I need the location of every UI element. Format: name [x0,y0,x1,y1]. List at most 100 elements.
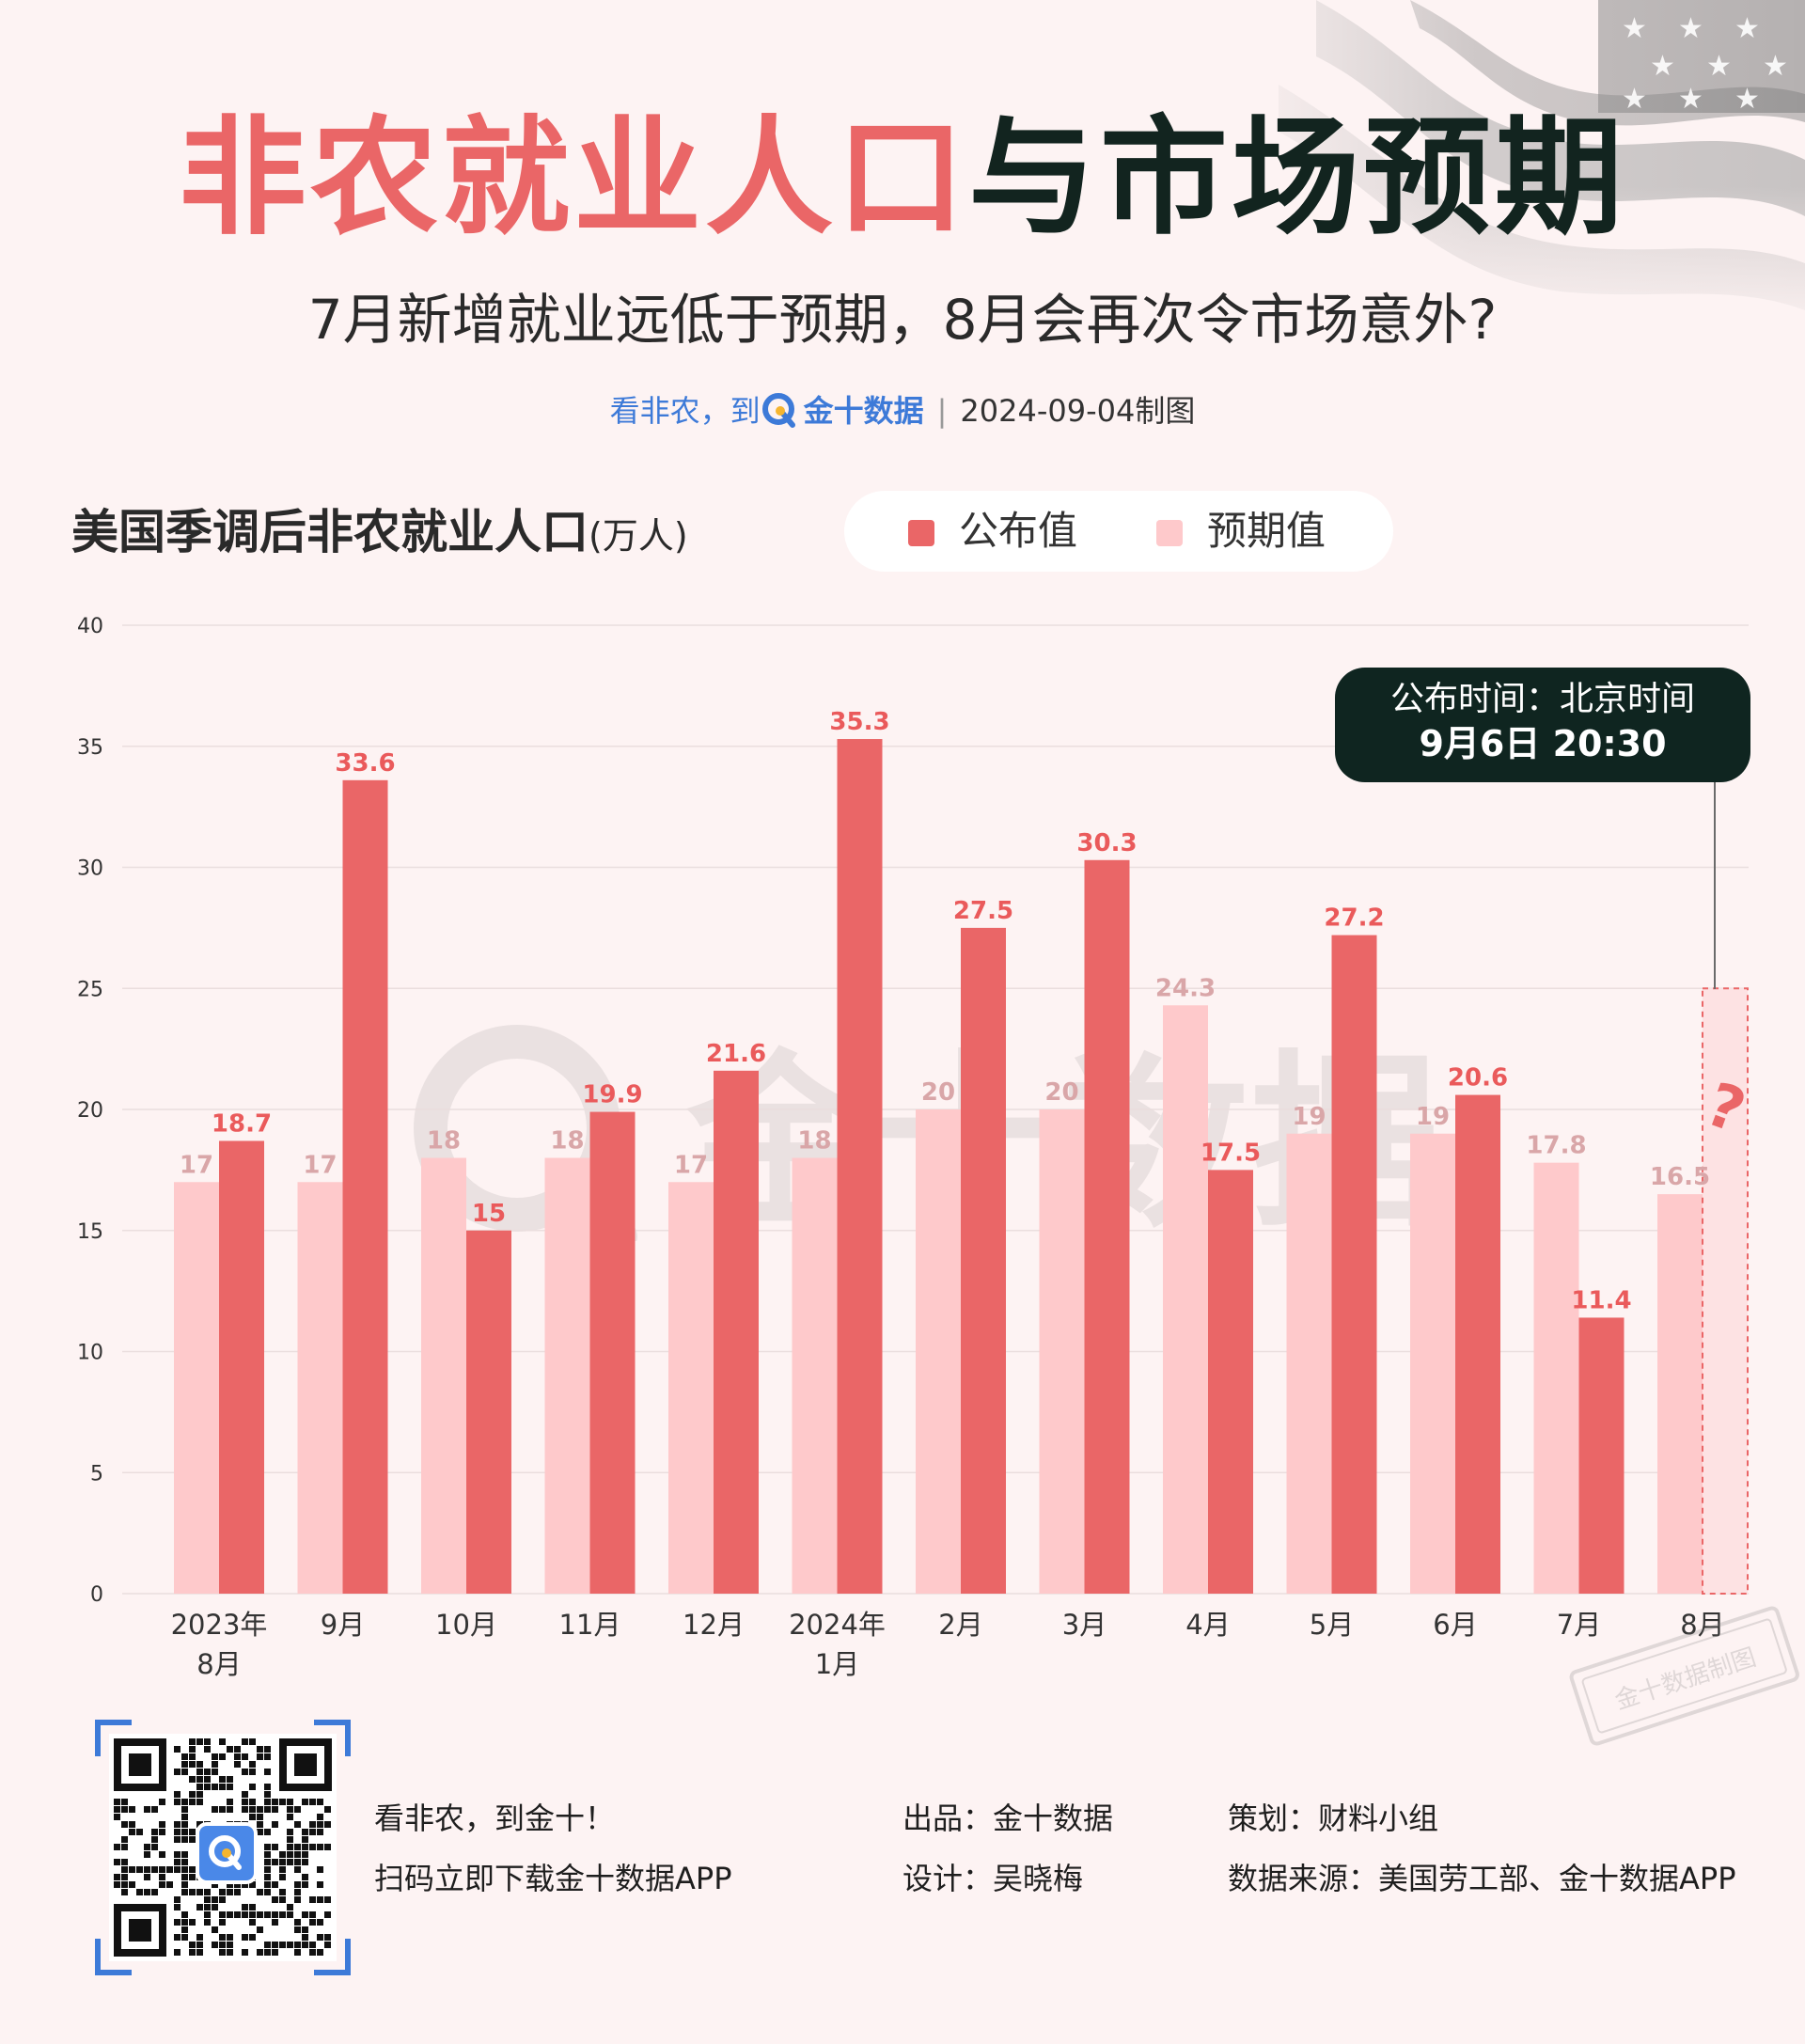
bar-expected [1410,1133,1455,1594]
data-label-actual: 33.6 [335,749,395,778]
bar-actual [219,1140,264,1594]
legend: 公布值 预期值 [844,491,1393,572]
data-label-actual: 11.4 [1571,1286,1631,1314]
data-label-actual: 18.7 [212,1109,272,1138]
data-label-actual: 30.3 [1076,829,1137,857]
legend-item-expected: 预期值 [1156,491,1326,572]
data-label-expected: 24.3 [1155,974,1216,1002]
bar-expected [1533,1162,1579,1594]
bar-actual [961,927,1006,1594]
callout-connector [1714,782,1716,989]
legend-item-actual: 公布值 [908,491,1077,572]
bar-expected [916,1109,961,1594]
bar-expected [1163,1005,1208,1594]
x-tick-label: 2月 [938,1609,982,1641]
data-label-expected: 18 [550,1127,584,1156]
legend-label-expected: 预期值 [1207,508,1326,554]
x-tick-label: 9月 [321,1609,365,1641]
data-label-expected: 18 [427,1127,461,1156]
data-label-expected: 17 [180,1151,213,1179]
bar-expected [1657,1194,1703,1594]
jin10-logo-icon [761,393,795,428]
bar-expected [1039,1109,1085,1594]
bar-actual [1331,935,1377,1594]
y-tick-label: 40 [77,615,103,638]
bar-expected [792,1157,838,1594]
bar-actual [1455,1094,1500,1594]
data-label-actual: 17.5 [1201,1139,1261,1167]
meta-separator: | [936,393,948,429]
bar-actual [1578,1317,1624,1594]
y-tick-label: 15 [77,1220,103,1244]
x-tick-label: 8月 [1680,1609,1724,1641]
page-title: 非农就业人口与市场预期 [0,103,1805,254]
meta-prefix: 看非农，到 [609,393,761,429]
data-label-actual: 19.9 [582,1081,642,1109]
page-subtitle: 7月新增就业远低于预期，8月会再次令市场意外? [307,288,1498,352]
bar-actual [1084,859,1130,1594]
bar-expected [297,1182,343,1594]
bar-expected [544,1157,590,1594]
chart-unit: (万人) [589,515,688,557]
y-tick-label: 25 [77,978,103,1001]
release-time-callout: 公布时间：北京时间 9月6日 20:30 [1335,668,1750,782]
legend-swatch-expected [1156,520,1183,546]
title-dark-part: 与市场预期 [968,104,1626,253]
x-tick-label: 8月 [196,1648,241,1680]
meta-line: 看非农，到 金十数据 | 2024-09-04制图 [0,387,1805,434]
title-red-part: 非农就业人口 [179,104,968,253]
x-tick-label: 7月 [1557,1609,1601,1641]
bar-expected [668,1182,714,1594]
bar-actual [589,1111,636,1594]
data-label-actual: 27.5 [953,897,1013,925]
y-tick-label: 5 [90,1462,103,1486]
data-label-expected: 18 [797,1127,831,1156]
data-label-expected: 16.5 [1650,1163,1710,1191]
x-tick-label: 2023年 [171,1609,268,1641]
callout-line2: 9月6日 20:30 [1419,723,1667,764]
y-tick-label: 20 [77,1099,103,1123]
data-label-actual: 35.3 [829,708,889,736]
x-tick-label: 10月 [435,1609,497,1641]
footer-planner: 策划：财料小组 [1228,1800,1439,1836]
bar-actual [466,1230,511,1594]
qr-code[interactable] [109,1734,337,1961]
qr-finder-pattern [279,1738,332,1791]
meta-brand: 金十数据 [803,393,924,429]
callout-line1: 公布时间：北京时间 [1389,680,1695,718]
x-tick-label: 11月 [559,1609,621,1641]
y-tick-label: 10 [77,1342,103,1365]
bar-expected [1286,1133,1332,1594]
data-label-expected: 20 [921,1078,955,1107]
data-label-actual: 27.2 [1324,904,1384,933]
x-tick-label: 3月 [1062,1609,1107,1641]
bar-actual [1208,1170,1253,1594]
qr-app-logo-icon [196,1822,258,1884]
data-label-actual: 21.6 [706,1040,766,1068]
data-label-expected: 17 [303,1151,337,1179]
x-tick-label: 1月 [815,1648,859,1680]
data-label-expected: 17 [674,1151,708,1179]
x-tick-label: 2024年 [789,1609,886,1641]
chart-title: 美国季调后非农就业人口(万人) [71,504,688,564]
bar-expected [174,1182,219,1594]
bar-actual [342,779,388,1594]
footer-designer: 设计：吴晓梅 [902,1861,1084,1896]
data-label-actual: 15 [472,1200,506,1228]
bar-actual-pending [1702,987,1749,1595]
bar-actual [837,739,883,1594]
data-label-expected: 20 [1044,1078,1078,1107]
x-tick-label: 6月 [1433,1609,1477,1641]
qr-frame [95,1720,351,1975]
y-tick-label: 30 [77,857,103,881]
x-tick-label: 12月 [683,1609,745,1641]
y-tick-label: 0 [90,1583,103,1607]
footer-producer: 出品：金十数据 [902,1800,1114,1836]
data-label-actual: 20.6 [1448,1064,1508,1093]
data-label-expected: 17.8 [1526,1132,1586,1160]
y-tick-label: 35 [77,736,103,760]
x-tick-label: 5月 [1310,1609,1354,1641]
qr-finder-pattern [114,1738,166,1791]
footer-slogan: 看非农，到金十！ [374,1800,616,1836]
